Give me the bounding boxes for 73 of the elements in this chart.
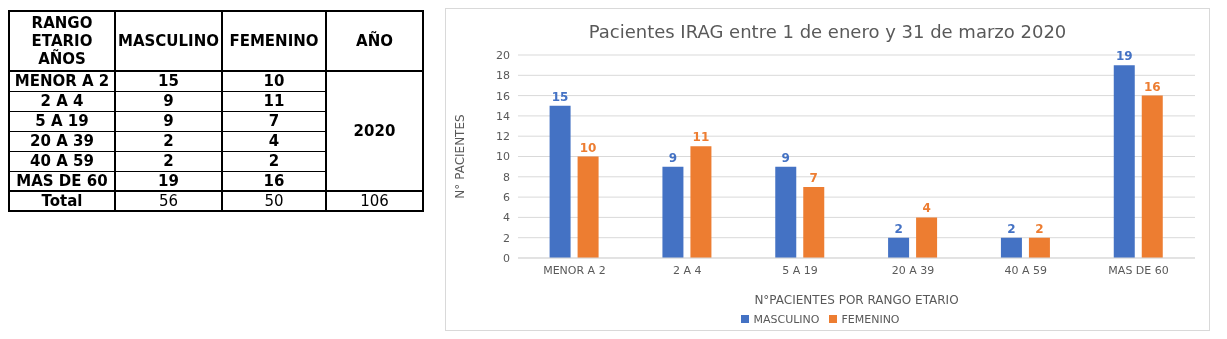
y-tick-label: 8 [503,170,510,184]
bar [577,156,599,258]
y-tick-label: 4 [503,211,510,225]
category-label: MAS DE 60 [9,171,115,191]
y-tick-label: 6 [503,191,510,205]
bar [1141,95,1163,258]
text: FEMENINO [221,11,326,71]
y-tick-label: 16 [496,89,510,103]
x-tick-label: 40 A 59 [1004,263,1048,277]
data-label: 4 [221,131,326,151]
bar [549,105,571,258]
text: Total [9,191,115,211]
data-label: 16 [1143,79,1161,94]
data-label: 19 [115,171,222,191]
y-tick-label: 2 [503,231,510,245]
data-label: 15 [115,71,222,91]
data-label: 19 [1115,49,1133,64]
bar [1028,237,1050,258]
chart-title: Pacientes IRAG entre 1 de enero y 31 de marzo 2020 [587,21,1068,44]
bar [775,166,797,258]
x-tick-label: MAS DE 60 [1108,263,1169,277]
category-label: 5 A 19 [9,111,115,131]
category-label: 2 A 4 [9,91,115,111]
data-label: 11 [221,91,326,111]
category-label: 40 A 59 [9,151,115,171]
data-label: 10 [221,71,326,91]
data-label: 2 [1007,221,1016,236]
bar [916,217,938,258]
data-label: 16 [221,171,326,191]
legend-label: MASCULINO [753,313,820,326]
bar [662,166,684,258]
y-axis-title: N° PACIENTES [453,114,468,199]
data-label: 2 [221,151,326,171]
data-label: 9 [781,150,790,165]
y-tick-label: 0 [503,251,510,265]
y-tick-label: 20 [496,48,510,62]
data-label: 10 [579,140,597,155]
text: AÑO [325,11,423,71]
text: 106 [325,191,423,211]
data-label: 4 [922,201,931,216]
data-label: 9 [115,111,222,131]
text: 56 [115,191,222,211]
data-label: 2 [115,151,222,171]
data-label: 7 [809,170,818,185]
data-label: 9 [668,150,678,165]
data-label: 2 [1035,221,1044,236]
bar [803,186,825,258]
data-label: 2 [115,131,222,151]
data-label: 9 [115,91,222,111]
text: RANGO ETARIO AÑOS [9,11,115,71]
y-tick-label: 10 [496,150,510,164]
bar [690,146,712,258]
x-tick-label: 20 A 39 [891,263,935,277]
text: MASCULINO [115,11,222,71]
y-tick-label: 18 [496,69,510,83]
x-tick-label: MENOR A 2 [543,263,606,277]
bar [888,237,910,258]
data-label: 11 [692,130,710,145]
bar [1000,237,1022,258]
y-tick-label: 14 [496,109,510,123]
x-tick-label: 2 A 4 [672,263,702,277]
category-label: 20 A 39 [9,131,115,151]
x-axis-title: N°PACIENTES POR RANGO ETARIO [754,293,959,307]
text: 2020 [325,71,423,191]
bar [1113,65,1135,258]
y-tick-label: 12 [496,130,510,144]
data-label: 2 [894,221,903,236]
data-label: 15 [551,89,569,104]
category-label: MENOR A 2 [9,71,115,91]
data-label: 7 [221,111,326,131]
text: 50 [221,191,326,211]
x-tick-label: 5 A 19 [782,263,818,277]
legend-label: FEMENINO [841,313,900,326]
